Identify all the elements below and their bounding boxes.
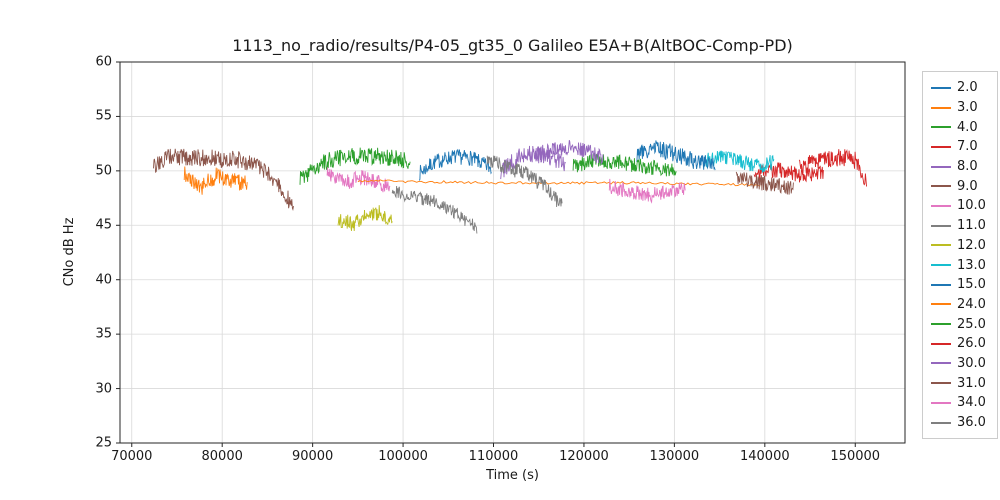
legend-line-sample <box>931 342 951 345</box>
legend-entry: 11.0 <box>931 216 997 236</box>
legend-label: 25.0 <box>957 316 986 332</box>
legend-entry: 8.0 <box>931 157 997 177</box>
series-line-7.0 <box>753 162 824 183</box>
series-line-36.0 <box>486 155 563 208</box>
legend-line-sample <box>931 382 951 385</box>
legend-line-sample <box>931 421 951 424</box>
series-line-13.0 <box>702 150 775 173</box>
legend-label: 12.0 <box>957 237 986 253</box>
series-line-4.0 <box>299 147 411 185</box>
series-line-9.0 <box>153 148 294 211</box>
legend-entry: 36.0 <box>931 413 997 433</box>
legend-line-sample <box>931 165 951 168</box>
plot-border <box>119 61 906 444</box>
legend: 2.0 3.0 4.0 7.0 8.0 9.0 10.0 11.0 12.0 13.0 15.0 24… <box>922 71 998 440</box>
series-line-24.0 <box>357 179 761 187</box>
legend-line-sample <box>931 224 951 227</box>
legend-line-sample <box>931 303 951 306</box>
legend-label: 4.0 <box>957 119 978 135</box>
legend-line-sample <box>931 204 951 207</box>
legend-label: 9.0 <box>957 178 978 194</box>
legend-label: 2.0 <box>957 80 978 96</box>
legend-line-sample <box>931 145 951 148</box>
legend-entry: 7.0 <box>931 137 997 157</box>
legend-entry: 2.0 <box>931 78 997 98</box>
x-axis-label: Time (s) <box>486 468 539 483</box>
legend-label: 11.0 <box>957 218 986 234</box>
legend-entry: 3.0 <box>931 98 997 118</box>
series-line-26.0 <box>798 148 867 187</box>
legend-line-sample <box>931 362 951 365</box>
legend-entry: 9.0 <box>931 176 997 196</box>
chart-title: 1113_no_radio/results/P4-05_gt35_0 Galil… <box>232 36 793 55</box>
legend-label: 34.0 <box>957 395 986 411</box>
legend-line-sample <box>931 264 951 267</box>
series-line-3.0 <box>183 166 248 195</box>
legend-label: 24.0 <box>957 296 986 312</box>
legend-line-sample <box>931 283 951 286</box>
legend-entry: 26.0 <box>931 334 997 354</box>
legend-entry: 13.0 <box>931 255 997 275</box>
legend-line-sample <box>931 244 951 247</box>
legend-label: 36.0 <box>957 415 986 431</box>
legend-label: 30.0 <box>957 355 986 371</box>
legend-entry: 10.0 <box>931 196 997 216</box>
series-line-34.0 <box>608 178 686 204</box>
legend-label: 31.0 <box>957 375 986 391</box>
legend-line-sample <box>931 401 951 404</box>
legend-line-sample <box>931 126 951 129</box>
legend-entry: 34.0 <box>931 393 997 413</box>
legend-entry: 25.0 <box>931 314 997 334</box>
legend-entry: 4.0 <box>931 117 997 137</box>
series-line-11.0 <box>391 185 478 234</box>
legend-line-sample <box>931 86 951 89</box>
legend-entry: 12.0 <box>931 236 997 256</box>
legend-label: 3.0 <box>957 100 978 116</box>
legend-entry: 15.0 <box>931 275 997 295</box>
legend-label: 7.0 <box>957 139 978 155</box>
series-line-12.0 <box>337 205 393 232</box>
series-line-31.0 <box>735 171 794 195</box>
legend-label: 8.0 <box>957 159 978 175</box>
legend-entry: 31.0 <box>931 373 997 393</box>
series-line-2.0 <box>418 148 492 181</box>
series-line-30.0 <box>534 140 604 166</box>
legend-label: 10.0 <box>957 198 986 214</box>
legend-label: 13.0 <box>957 257 986 273</box>
legend-entry: 30.0 <box>931 354 997 374</box>
legend-line-sample <box>931 323 951 326</box>
series-line-15.0 <box>636 140 716 171</box>
legend-entry: 24.0 <box>931 295 997 315</box>
legend-line-sample <box>931 106 951 109</box>
legend-label: 15.0 <box>957 277 986 293</box>
series-line-8.0 <box>500 145 566 180</box>
legend-line-sample <box>931 185 951 188</box>
legend-label: 26.0 <box>957 336 986 352</box>
series-line-25.0 <box>572 152 677 177</box>
